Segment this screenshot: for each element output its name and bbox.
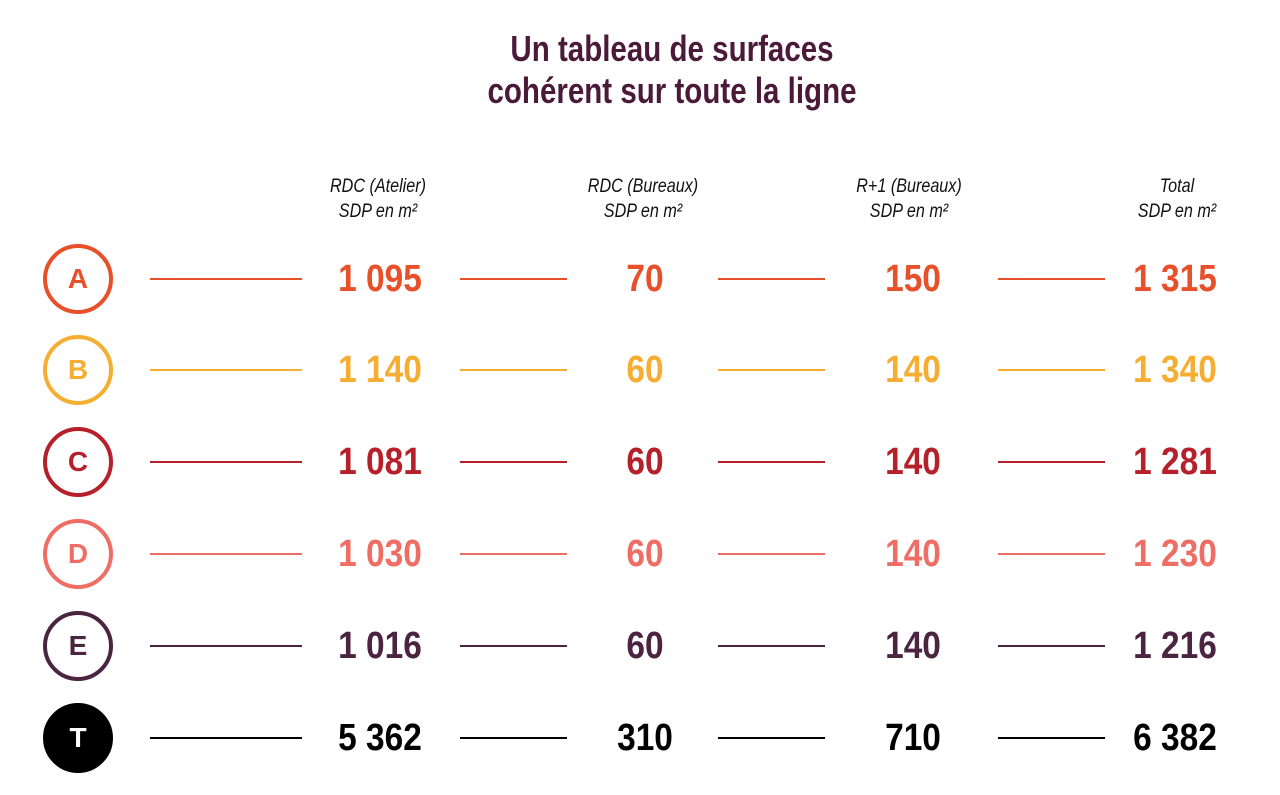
connector-line — [718, 369, 825, 371]
cell-value: 1 140 — [338, 349, 422, 391]
column-header-total: Total SDP en m² — [1092, 174, 1262, 224]
title-line-1: Un tableau de surfaces — [510, 28, 834, 69]
connector-line — [150, 737, 302, 739]
cell-value: 1 016 — [338, 625, 422, 667]
cell-value: 140 — [885, 625, 941, 667]
column-header-line: RDC (Bureaux) — [587, 176, 699, 197]
cell-value: 1 030 — [338, 533, 422, 575]
cell-value: 70 — [626, 258, 664, 300]
cell-value: 6 382 — [1133, 717, 1217, 759]
connector-line — [150, 369, 302, 371]
cell-value: 1 095 — [338, 258, 422, 300]
row-badge: E — [43, 611, 113, 681]
column-header-unit: SDP en m² — [338, 201, 418, 222]
cell-value: 60 — [626, 349, 664, 391]
connector-line — [460, 553, 567, 555]
cell-value: 1 281 — [1133, 441, 1217, 483]
cell-value: 140 — [885, 533, 941, 575]
connector-line — [460, 737, 567, 739]
connector-line — [998, 737, 1105, 739]
cell-value: 310 — [617, 717, 673, 759]
column-header-unit: SDP en m² — [603, 201, 683, 222]
column-header-unit: SDP en m² — [1137, 201, 1217, 222]
connector-line — [718, 645, 825, 647]
column-header-r1-bureaux: R+1 (Bureaux) SDP en m² — [824, 174, 994, 224]
connector-line — [718, 737, 825, 739]
cell-value: 1 216 — [1133, 625, 1217, 667]
column-header-unit: SDP en m² — [869, 201, 949, 222]
cell-value: 140 — [885, 349, 941, 391]
cell-value: 1 340 — [1133, 349, 1217, 391]
row-badge: D — [43, 519, 113, 589]
connector-line — [718, 553, 825, 555]
connector-line — [998, 461, 1105, 463]
row-badge: B — [43, 335, 113, 405]
column-header-line: R+1 (Bureaux) — [856, 176, 962, 197]
cell-value: 150 — [885, 258, 941, 300]
cell-value: 1 081 — [338, 441, 422, 483]
connector-line — [460, 645, 567, 647]
connector-line — [718, 278, 825, 280]
title-line-2: cohérent sur toute la ligne — [487, 70, 857, 111]
page-title: Un tableau de surfaces cohérent sur tout… — [121, 28, 1223, 112]
row-badge: T — [43, 703, 113, 773]
connector-line — [150, 645, 302, 647]
cell-value: 1 315 — [1133, 258, 1217, 300]
cell-value: 5 362 — [338, 717, 422, 759]
cell-value: 60 — [626, 625, 664, 667]
connector-line — [460, 278, 567, 280]
connector-line — [718, 461, 825, 463]
connector-line — [998, 645, 1105, 647]
connector-line — [460, 369, 567, 371]
column-header-line: Total — [1159, 176, 1195, 197]
connector-line — [460, 461, 567, 463]
column-header-rdc-bureaux: RDC (Bureaux) SDP en m² — [558, 174, 728, 224]
cell-value: 60 — [626, 533, 664, 575]
row-badge: A — [43, 244, 113, 314]
connector-line — [150, 278, 302, 280]
connector-line — [998, 369, 1105, 371]
connector-line — [150, 553, 302, 555]
row-badge: C — [43, 427, 113, 497]
column-header-line: RDC (Atelier) — [329, 176, 426, 197]
column-header-rdc-atelier: RDC (Atelier) SDP en m² — [293, 174, 463, 224]
cell-value: 1 230 — [1133, 533, 1217, 575]
cell-value: 140 — [885, 441, 941, 483]
connector-line — [150, 461, 302, 463]
connector-line — [998, 553, 1105, 555]
cell-value: 710 — [885, 717, 941, 759]
cell-value: 60 — [626, 441, 664, 483]
connector-line — [998, 278, 1105, 280]
